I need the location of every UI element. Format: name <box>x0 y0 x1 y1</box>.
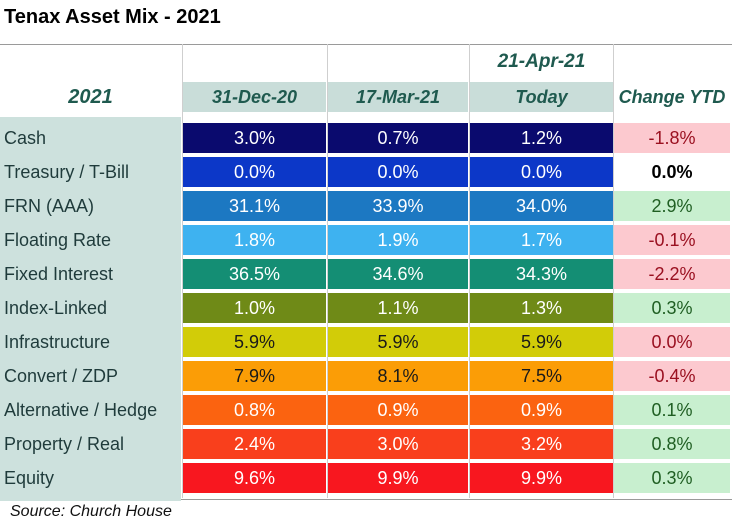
value-cell: 0.9% <box>470 395 613 425</box>
value-cell: 1.3% <box>470 293 613 323</box>
chart-title: Tenax Asset Mix - 2021 <box>4 6 221 28</box>
value-cell: 3.0% <box>183 123 326 153</box>
column-header-4: Change YTD <box>618 86 726 107</box>
value-cell: 0.8% <box>183 395 326 425</box>
change-ytd-cell: -2.2% <box>614 259 730 289</box>
column-header-1: 31-Dec-20 <box>183 82 326 112</box>
change-ytd-cell: 0.0% <box>614 327 730 357</box>
table-grid <box>0 44 732 500</box>
value-cell: 5.9% <box>470 327 613 357</box>
value-cell: 3.2% <box>470 429 613 459</box>
row-label: Alternative / Hedge <box>0 395 181 425</box>
change-ytd-cell: 0.1% <box>614 395 730 425</box>
value-cell: 34.3% <box>470 259 613 289</box>
column-divider <box>469 44 470 498</box>
change-ytd-cell: -1.8% <box>614 123 730 153</box>
value-cell: 31.1% <box>183 191 326 221</box>
change-ytd-cell: 2.9% <box>614 191 730 221</box>
top-header-date: 21-Apr-21 <box>497 51 586 72</box>
value-cell: 34.6% <box>328 259 468 289</box>
value-cell: 0.0% <box>183 157 326 187</box>
value-cell: 3.0% <box>328 429 468 459</box>
row-label: Floating Rate <box>0 225 181 255</box>
value-cell: 0.9% <box>328 395 468 425</box>
row-label: FRN (AAA) <box>0 191 181 221</box>
value-cell: 9.9% <box>328 463 468 493</box>
value-cell: 1.0% <box>183 293 326 323</box>
value-cell: 33.9% <box>328 191 468 221</box>
change-ytd-cell: 0.3% <box>614 293 730 323</box>
value-cell: 1.7% <box>470 225 613 255</box>
row-label: Property / Real <box>0 429 181 459</box>
change-ytd-cell: -0.1% <box>614 225 730 255</box>
source-note: Source: Church House <box>10 503 172 520</box>
column-header-3: Today <box>470 82 613 112</box>
change-ytd-cell: 0.8% <box>614 429 730 459</box>
value-cell: 36.5% <box>183 259 326 289</box>
row-label: Infrastructure <box>0 327 181 357</box>
value-cell: 0.7% <box>328 123 468 153</box>
value-cell: 1.9% <box>328 225 468 255</box>
value-cell: 7.5% <box>470 361 613 391</box>
value-cell: 1.8% <box>183 225 326 255</box>
column-header-2: 17-Mar-21 <box>328 82 468 112</box>
column-divider <box>327 44 328 498</box>
value-cell: 0.0% <box>470 157 613 187</box>
value-cell: 8.1% <box>328 361 468 391</box>
change-ytd-cell: 0.0% <box>614 157 730 187</box>
column-divider <box>613 44 614 498</box>
value-cell: 9.9% <box>470 463 613 493</box>
value-cell: 1.2% <box>470 123 613 153</box>
value-cell: 5.9% <box>183 327 326 357</box>
value-cell: 34.0% <box>470 191 613 221</box>
row-label: Treasury / T-Bill <box>0 157 181 187</box>
change-ytd-cell: 0.3% <box>614 463 730 493</box>
value-cell: 0.0% <box>328 157 468 187</box>
value-cell: 5.9% <box>328 327 468 357</box>
value-cell: 2.4% <box>183 429 326 459</box>
row-label: Cash <box>0 123 181 153</box>
row-label: Equity <box>0 463 181 493</box>
value-cell: 7.9% <box>183 361 326 391</box>
header-corner-2021: 2021 <box>68 85 113 108</box>
row-label: Fixed Interest <box>0 259 181 289</box>
row-label: Index-Linked <box>0 293 181 323</box>
value-cell: 1.1% <box>328 293 468 323</box>
change-ytd-cell: -0.4% <box>614 361 730 391</box>
row-label: Convert / ZDP <box>0 361 181 391</box>
column-divider <box>182 44 183 498</box>
value-cell: 9.6% <box>183 463 326 493</box>
